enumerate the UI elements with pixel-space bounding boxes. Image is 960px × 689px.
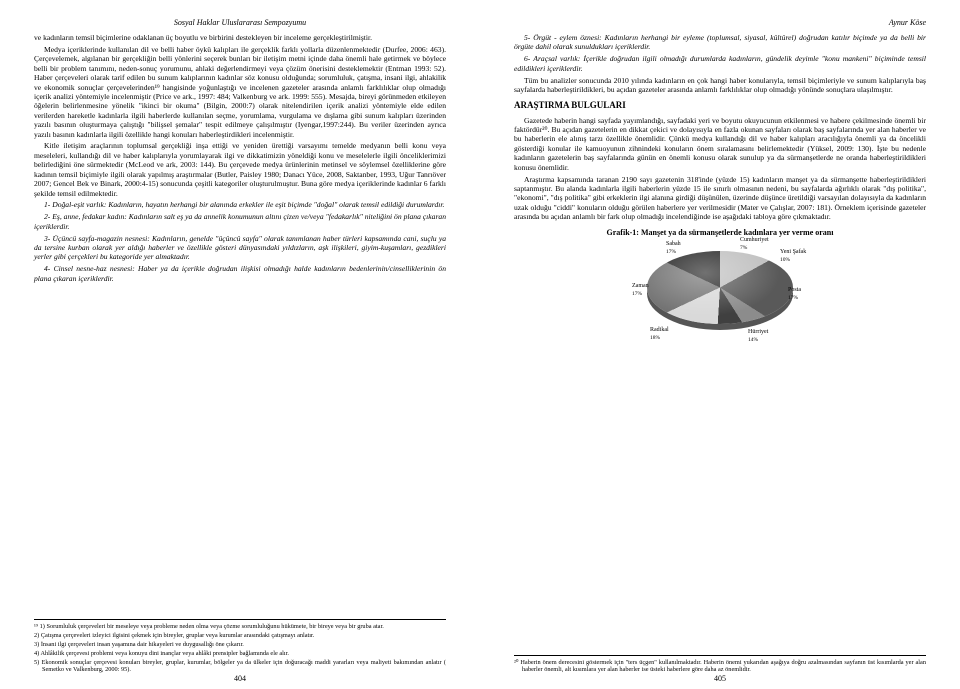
list-item: 6- Araçsal varlık: İçerikle doğrudan ilg… [514, 54, 926, 73]
page-number-left: 404 [234, 674, 246, 683]
list-item: 5- Örgüt - eylem öznesi: Kadınların herh… [514, 33, 926, 52]
slice-label-cumhuriyet: Cumhuriyet7% [740, 237, 769, 251]
footnotes-left: ¹⁹ 1) Sorumluluk çerçeveleri bir meseley… [34, 623, 446, 675]
slice-label-hurriyet: Hürriyet14% [748, 329, 768, 343]
left-body: ve kadınların temsil biçimlerine odaklan… [34, 33, 446, 615]
slice-label-yenisafak: Yeni Şafak10% [780, 249, 806, 263]
footnote: 5) Ekonomik sonuçlar çerçevesi konuları … [34, 659, 446, 674]
footnote: ²⁰ Haberin önem derecesini göstermek içi… [514, 659, 926, 674]
para: Medya içeriklerinde kullanılan dil ve be… [34, 45, 446, 139]
slice-label-radikal: Radikal18% [650, 327, 669, 341]
page-number-right: 405 [714, 674, 726, 683]
pie-wrap: Zaman17% Sabah17% Cumhuriyet7% Yeni Şafa… [630, 243, 810, 343]
list-item: 3- Üçüncü sayfa-magazin nesnesi: Kadınla… [34, 234, 446, 262]
para: ve kadınların temsil biçimlerine odaklan… [34, 33, 446, 42]
pie-chart: Zaman17% Sabah17% Cumhuriyet7% Yeni Şafa… [595, 243, 845, 343]
slice-label-sabah: Sabah17% [666, 241, 681, 255]
list-item: 4- Cinsel nesne-haz nesnesi: Haber ya da… [34, 264, 446, 283]
pie-graphic [647, 251, 793, 324]
slice-label-posta: Posta17% [788, 287, 801, 301]
footnote: 3) İnsani ilgi çerçeveleri insan yaşamın… [34, 641, 446, 648]
list-item: 1- Doğal-eşit varlık: Kadınların, hayatı… [34, 200, 446, 209]
footnotes-right: ²⁰ Haberin önem derecesini göstermek içi… [514, 659, 926, 675]
footnote: 4) Ahlâkilik çerçevesi problemi veya kon… [34, 650, 446, 657]
para: Gazetede haberin hangi sayfada yayımland… [514, 116, 926, 172]
para: Araştırma kapsamında taranan 2190 sayı g… [514, 175, 926, 222]
footnote-rule [34, 619, 446, 620]
running-header-right: Aynur Köse [514, 18, 926, 27]
chart-title: Grafik-1: Manşet ya da sürmanşetlerde ka… [514, 228, 926, 238]
list-item: 2- Eş, anne, fedakar kadın: Kadınların s… [34, 212, 446, 231]
para: Kitle iletişim araçlarının toplumsal ger… [34, 141, 446, 197]
two-page-spread: Sosyal Haklar Uluslararası Sempozyumu ve… [0, 0, 960, 689]
page-left: Sosyal Haklar Uluslararası Sempozyumu ve… [0, 0, 480, 689]
para: Tüm bu analizler sonucunda 2010 yılında … [514, 76, 926, 95]
running-header-left: Sosyal Haklar Uluslararası Sempozyumu [34, 18, 446, 27]
page-right: Aynur Köse 5- Örgüt - eylem öznesi: Kadı… [480, 0, 960, 689]
section-heading: ARAŞTIRMA BULGULARI [514, 100, 926, 111]
footnote: 2) Çatışma çerçeveleri izleyici ilgisini… [34, 632, 446, 639]
footnote: ¹⁹ 1) Sorumluluk çerçeveleri bir meseley… [34, 623, 446, 630]
slice-label-zaman: Zaman17% [632, 283, 649, 297]
footnote-rule [514, 655, 926, 656]
right-body: 5- Örgüt - eylem öznesi: Kadınların herh… [514, 33, 926, 651]
